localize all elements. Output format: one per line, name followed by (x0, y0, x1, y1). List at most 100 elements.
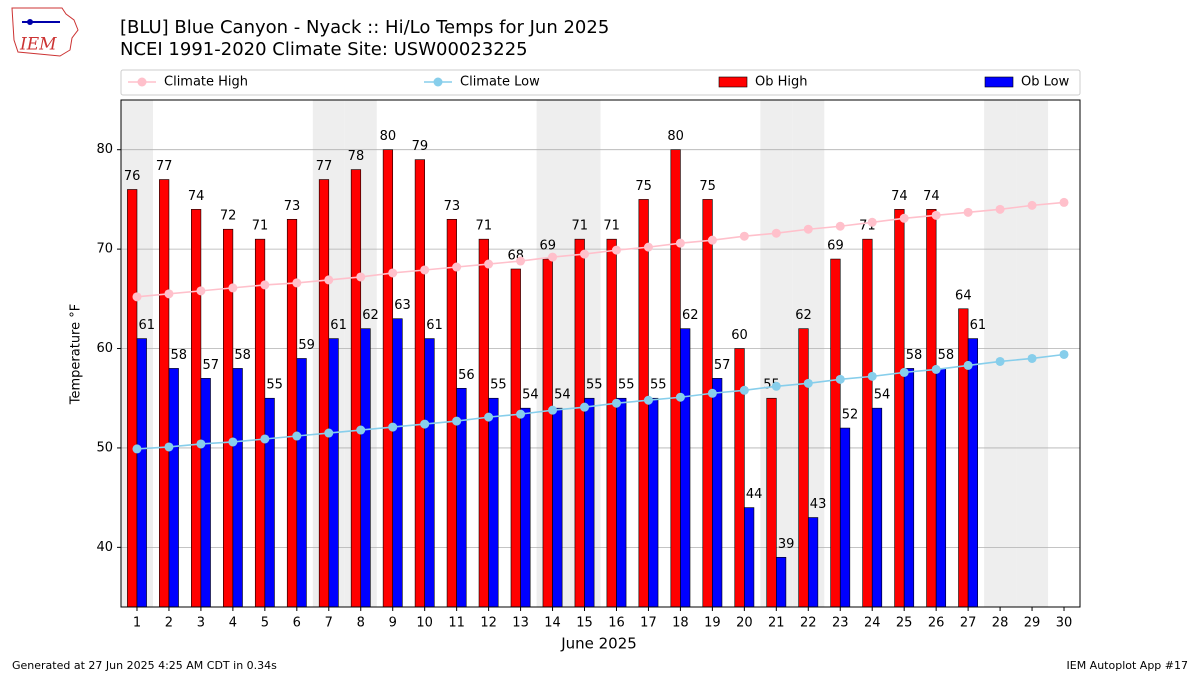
value-label: 80 (380, 129, 397, 144)
bar (360, 328, 371, 608)
value-label: 71 (476, 219, 493, 234)
bar (574, 238, 585, 608)
value-label: 69 (539, 239, 556, 254)
bar (807, 517, 819, 608)
x-tick-label: 23 (832, 616, 849, 631)
bar (168, 368, 179, 608)
value-label: 61 (139, 318, 156, 333)
bar (871, 407, 883, 608)
value-label: 77 (316, 159, 333, 174)
line-marker (260, 434, 270, 444)
value-label: 62 (682, 308, 699, 323)
value-label: 71 (603, 219, 620, 234)
line-marker (388, 268, 398, 278)
legend-label: Ob Low (1021, 75, 1070, 90)
bar (127, 189, 138, 608)
value-label: 72 (220, 209, 237, 224)
x-tick-label: 19 (704, 616, 721, 631)
bar (264, 397, 275, 608)
value-label: 58 (234, 348, 251, 363)
x-tick-label: 14 (544, 616, 561, 631)
x-tick-label: 4 (229, 616, 237, 631)
line-marker (899, 213, 909, 223)
value-label: 52 (842, 408, 859, 423)
line-marker (611, 245, 621, 255)
bar (648, 397, 659, 608)
bar (830, 258, 841, 608)
bar (606, 238, 617, 608)
x-tick-label: 30 (1056, 616, 1073, 631)
value-label: 54 (874, 388, 891, 403)
x-tick-label: 10 (416, 616, 433, 631)
value-label: 74 (188, 189, 205, 204)
line-marker (867, 371, 877, 381)
value-label: 58 (938, 348, 955, 363)
value-label: 62 (795, 308, 812, 323)
value-label: 56 (458, 368, 475, 383)
line-marker (1027, 200, 1037, 210)
x-tick-label: 28 (992, 616, 1009, 631)
x-tick-label: 24 (864, 616, 881, 631)
x-tick-label: 29 (1024, 616, 1041, 631)
bar (702, 199, 713, 608)
bar (903, 368, 915, 608)
line-marker (516, 256, 526, 266)
value-label: 77 (156, 159, 173, 174)
x-tick-label: 1 (133, 616, 141, 631)
bar (392, 318, 403, 608)
value-label: 62 (362, 308, 379, 323)
bar (967, 338, 979, 608)
value-label: 55 (650, 378, 667, 393)
line-marker (707, 235, 717, 245)
x-tick-label: 21 (768, 616, 785, 631)
line-marker (292, 278, 302, 288)
line-marker (963, 207, 973, 217)
line-marker (228, 283, 238, 293)
footer-left: Generated at 27 Jun 2025 4:25 AM CDT in … (12, 659, 277, 672)
x-tick-label: 16 (608, 616, 625, 631)
value-label: 71 (571, 219, 588, 234)
line-marker (739, 231, 749, 241)
chart-title: [BLU] Blue Canyon - Nyack :: Hi/Lo Temps… (120, 17, 609, 38)
line-marker (164, 442, 174, 452)
line (136, 353, 1065, 450)
bar (510, 268, 521, 608)
value-label: 55 (586, 378, 603, 393)
value-label: 74 (891, 189, 908, 204)
logo: IEM (11, 7, 79, 57)
line-marker (452, 262, 462, 272)
y-tick-label: 50 (96, 440, 113, 455)
line-marker (835, 221, 845, 231)
bar (296, 358, 307, 608)
shaded-day (1016, 100, 1049, 607)
value-label: 57 (714, 358, 731, 373)
line-marker (452, 416, 462, 426)
x-tick-label: 18 (672, 616, 689, 631)
x-tick-label: 11 (448, 616, 465, 631)
line-marker (835, 374, 845, 384)
bar (766, 397, 777, 608)
x-tick-label: 2 (165, 616, 173, 631)
line-marker (931, 364, 941, 374)
value-label: 44 (746, 487, 763, 502)
line-marker (580, 402, 590, 412)
value-label: 59 (298, 338, 315, 353)
line-marker (132, 292, 142, 302)
bar (862, 238, 873, 608)
legend-label: Ob High (755, 75, 808, 90)
bar (136, 338, 147, 608)
line-marker (356, 272, 366, 282)
plot-frame (120, 99, 1081, 608)
line-marker (420, 419, 430, 429)
legend-marker (137, 77, 147, 87)
bar (232, 368, 243, 608)
bar (478, 238, 489, 608)
value-label: 73 (284, 199, 301, 214)
legend-label: Climate Low (460, 75, 540, 90)
bar (839, 427, 851, 608)
bar (350, 169, 362, 608)
bar (926, 209, 937, 608)
line-marker (132, 444, 142, 454)
line-marker (1059, 349, 1069, 359)
